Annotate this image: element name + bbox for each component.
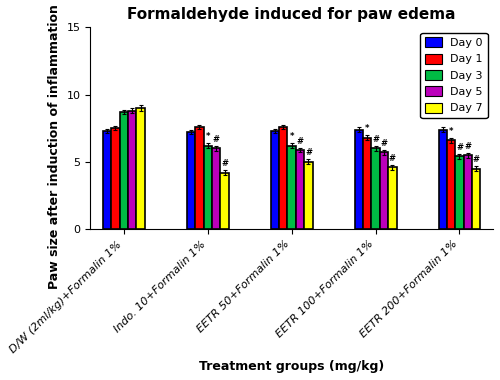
Text: #: # [305, 149, 312, 157]
Bar [195, 127, 203, 229]
Text: #: # [296, 137, 304, 146]
Bar [472, 169, 480, 229]
Text: #: # [456, 143, 463, 152]
Text: #: # [473, 155, 480, 164]
Legend: Day 0, Day 1, Day 3, Day 5, Day 7: Day 0, Day 1, Day 3, Day 5, Day 7 [420, 33, 488, 118]
Text: *: * [206, 132, 210, 141]
Title: Formaldehyde induced for paw edema: Formaldehyde induced for paw edema [128, 7, 456, 22]
Bar [438, 130, 447, 229]
Bar [447, 140, 456, 229]
Bar [288, 146, 296, 229]
Bar [128, 111, 136, 229]
Bar [296, 150, 304, 229]
Bar [204, 146, 212, 229]
Text: *: * [449, 127, 454, 136]
Text: #: # [212, 135, 220, 144]
Bar [372, 149, 380, 229]
Bar [220, 173, 228, 229]
Bar [456, 157, 464, 229]
Bar [136, 108, 145, 229]
Y-axis label: Paw size after induction of inflammation (cm): Paw size after induction of inflammation… [48, 0, 61, 289]
Bar [354, 130, 363, 229]
Text: #: # [380, 139, 388, 148]
Bar [270, 131, 279, 229]
Bar [464, 155, 472, 229]
Bar [103, 131, 111, 229]
Text: #: # [221, 159, 228, 168]
Bar [111, 128, 120, 229]
Bar [212, 149, 220, 229]
Text: #: # [464, 142, 471, 151]
Bar [304, 162, 312, 229]
Bar [380, 152, 388, 229]
Bar [388, 167, 396, 229]
Bar [120, 112, 128, 229]
Bar [187, 132, 195, 229]
Text: #: # [389, 154, 396, 163]
X-axis label: Treatment groups (mg/kg): Treatment groups (mg/kg) [199, 360, 384, 373]
Text: #: # [372, 135, 379, 144]
Bar [363, 138, 372, 229]
Text: *: * [290, 132, 294, 141]
Text: *: * [365, 124, 370, 133]
Bar [279, 127, 287, 229]
